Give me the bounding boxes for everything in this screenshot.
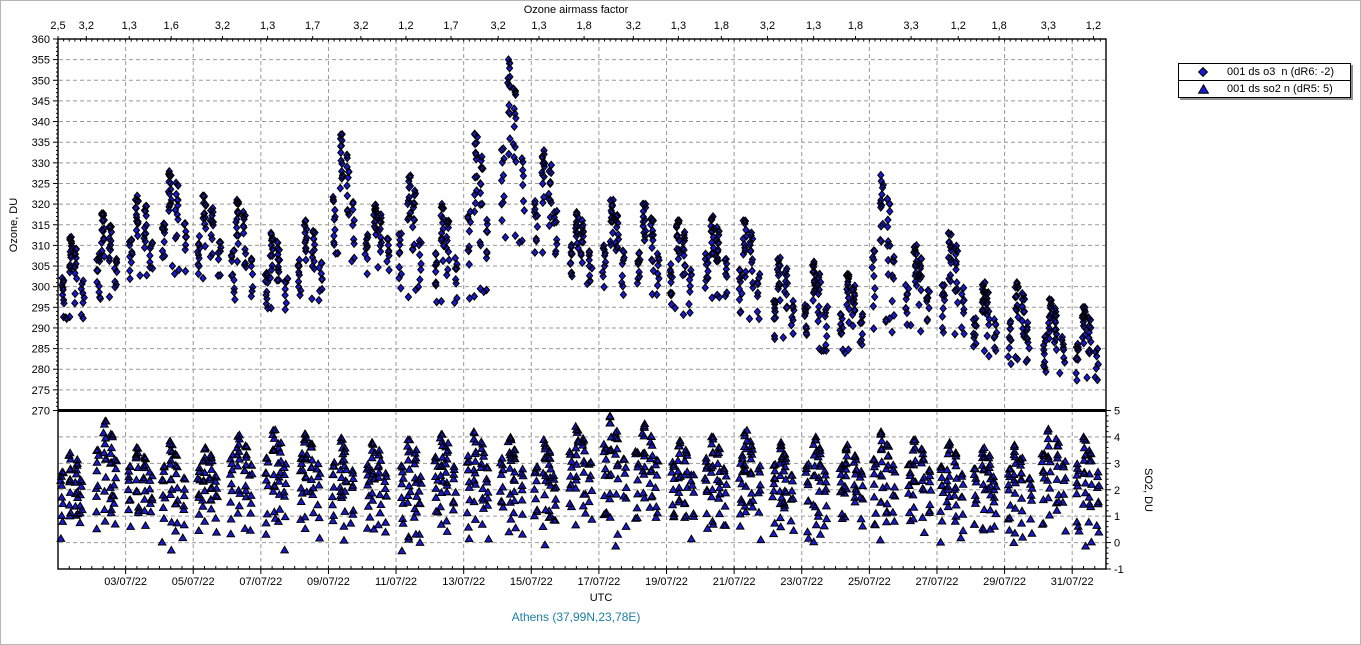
svg-text:1,8: 1,8 (991, 20, 1006, 32)
data-points (56, 55, 1104, 555)
svg-text:03/07/22: 03/07/22 (104, 576, 147, 588)
svg-text:11/07/22: 11/07/22 (375, 576, 417, 588)
svg-text:3,2: 3,2 (79, 20, 94, 32)
legend-label-o3: 001 ds o3 n (dR6: -2) (1227, 66, 1335, 78)
svg-text:1,2: 1,2 (951, 20, 966, 32)
svg-text:280: 280 (32, 364, 50, 376)
svg-text:1,2: 1,2 (398, 20, 413, 32)
svg-text:305: 305 (32, 261, 50, 273)
svg-text:3,3: 3,3 (903, 20, 918, 32)
svg-text:2: 2 (1114, 485, 1120, 497)
so2-series-marker-icon (1179, 84, 1227, 94)
svg-text:1,3: 1,3 (806, 20, 821, 32)
svg-text:1,3: 1,3 (671, 20, 686, 32)
left-axis-title: Ozone, DU (8, 197, 20, 253)
svg-text:290: 290 (32, 323, 50, 335)
svg-text:1,3: 1,3 (260, 20, 275, 32)
svg-text:3,2: 3,2 (760, 20, 775, 32)
tick-labels: 2702752802852902953003053103153203253303… (32, 20, 1124, 588)
legend-label-so2: 001 ds so2 n (dR5: 5) (1227, 83, 1333, 95)
svg-text:31/07/22: 31/07/22 (1051, 576, 1094, 588)
svg-text:-1: -1 (1114, 564, 1124, 576)
svg-text:3,2: 3,2 (626, 20, 641, 32)
svg-text:345: 345 (32, 96, 50, 108)
legend-item-so2[interactable]: 001 ds so2 n (dR5: 5) (1179, 80, 1350, 97)
svg-text:355: 355 (32, 55, 50, 67)
o3-series-marker-icon (1179, 67, 1227, 77)
svg-text:1,7: 1,7 (443, 20, 458, 32)
svg-text:09/07/22: 09/07/22 (307, 576, 350, 588)
svg-text:1,8: 1,8 (714, 20, 729, 32)
svg-text:320: 320 (32, 199, 50, 211)
svg-text:1,6: 1,6 (164, 20, 179, 32)
svg-text:05/07/22: 05/07/22 (172, 576, 215, 588)
svg-text:19/07/22: 19/07/22 (645, 576, 688, 588)
svg-text:310: 310 (32, 240, 50, 252)
svg-text:295: 295 (32, 302, 50, 314)
axes (53, 36, 1111, 574)
svg-text:27/07/22: 27/07/22 (916, 576, 959, 588)
top-axis-title: Ozone airmass factor (523, 4, 629, 16)
svg-text:0: 0 (1114, 538, 1120, 550)
svg-text:3,2: 3,2 (353, 20, 368, 32)
svg-text:3,2: 3,2 (215, 20, 230, 32)
svg-text:13/07/22: 13/07/22 (442, 576, 485, 588)
station-location-label: Athens (37,99N,23,78E) (511, 610, 641, 624)
svg-text:3,3: 3,3 (1041, 20, 1056, 32)
svg-text:1,3: 1,3 (531, 20, 546, 32)
ozone-series-points (58, 55, 1103, 385)
svg-text:325: 325 (32, 178, 50, 190)
svg-text:25/07/22: 25/07/22 (848, 576, 891, 588)
svg-text:275: 275 (32, 385, 50, 397)
svg-text:335: 335 (32, 137, 50, 149)
gridlines (59, 40, 1105, 568)
right-axis-title: SO2, DU (1142, 467, 1154, 512)
legend: 001 ds o3 n (dR6: -2) 001 ds so2 n (dR5:… (1178, 63, 1351, 98)
svg-text:1,3: 1,3 (122, 20, 137, 32)
so2-series-points (56, 411, 1104, 555)
svg-text:3,2: 3,2 (491, 20, 506, 32)
svg-text:1,2: 1,2 (1086, 20, 1101, 32)
svg-text:4: 4 (1114, 432, 1120, 444)
svg-text:1,8: 1,8 (848, 20, 863, 32)
svg-text:17/07/22: 17/07/22 (577, 576, 620, 588)
svg-text:330: 330 (32, 158, 50, 170)
svg-text:315: 315 (32, 220, 50, 232)
svg-text:270: 270 (32, 406, 50, 418)
svg-text:350: 350 (32, 75, 50, 87)
svg-text:1,8: 1,8 (576, 20, 591, 32)
svg-text:360: 360 (32, 34, 50, 46)
svg-text:21/07/22: 21/07/22 (713, 576, 756, 588)
svg-text:23/07/22: 23/07/22 (780, 576, 823, 588)
legend-item-o3[interactable]: 001 ds o3 n (dR6: -2) (1179, 64, 1350, 80)
svg-text:1: 1 (1114, 511, 1120, 523)
svg-text:15/07/22: 15/07/22 (510, 576, 553, 588)
x-axis-title: UTC (589, 592, 613, 604)
svg-text:2,5: 2,5 (50, 20, 65, 32)
svg-text:1,7: 1,7 (305, 20, 320, 32)
svg-text:300: 300 (32, 282, 50, 294)
svg-text:5: 5 (1114, 406, 1120, 418)
svg-text:3: 3 (1114, 458, 1120, 470)
svg-text:29/07/22: 29/07/22 (983, 576, 1026, 588)
svg-text:285: 285 (32, 344, 50, 356)
svg-text:07/07/22: 07/07/22 (239, 576, 282, 588)
svg-text:340: 340 (32, 117, 50, 129)
